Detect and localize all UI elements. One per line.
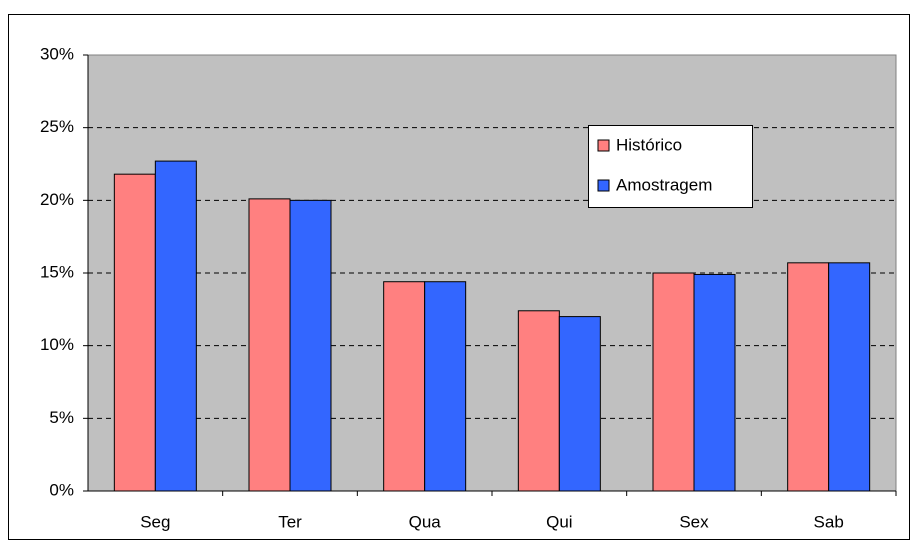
y-tick-label: 5% — [49, 408, 74, 427]
y-tick-label: 10% — [40, 335, 74, 354]
bar — [383, 281, 426, 492]
legend-label: Histórico — [616, 135, 682, 154]
bar — [517, 310, 560, 492]
y-tick-label: 30% — [40, 44, 74, 63]
bar — [424, 281, 467, 492]
bar — [787, 262, 830, 492]
y-tick-label: 0% — [49, 480, 74, 499]
x-tick-label: Sex — [679, 512, 709, 531]
bar — [693, 273, 736, 492]
legend-swatch — [597, 139, 610, 152]
bar — [113, 173, 156, 492]
legend-label: Amostragem — [616, 175, 712, 194]
legend-box — [588, 125, 753, 208]
plot-area — [87, 54, 897, 492]
bar — [558, 316, 601, 492]
y-tick-label: 20% — [40, 190, 74, 209]
x-tick-label: Sab — [814, 512, 844, 531]
bar — [289, 199, 332, 492]
legend-swatch — [597, 179, 610, 192]
y-tick-label: 15% — [40, 262, 74, 281]
x-tick-label: Ter — [278, 512, 302, 531]
bar — [828, 262, 871, 492]
bar — [248, 198, 291, 492]
bar — [652, 272, 695, 492]
x-tick-label: Qua — [409, 512, 442, 531]
bar — [154, 160, 197, 492]
x-tick-label: Seg — [140, 512, 170, 531]
y-tick-label: 25% — [40, 117, 74, 136]
x-tick-label: Qui — [546, 512, 572, 531]
